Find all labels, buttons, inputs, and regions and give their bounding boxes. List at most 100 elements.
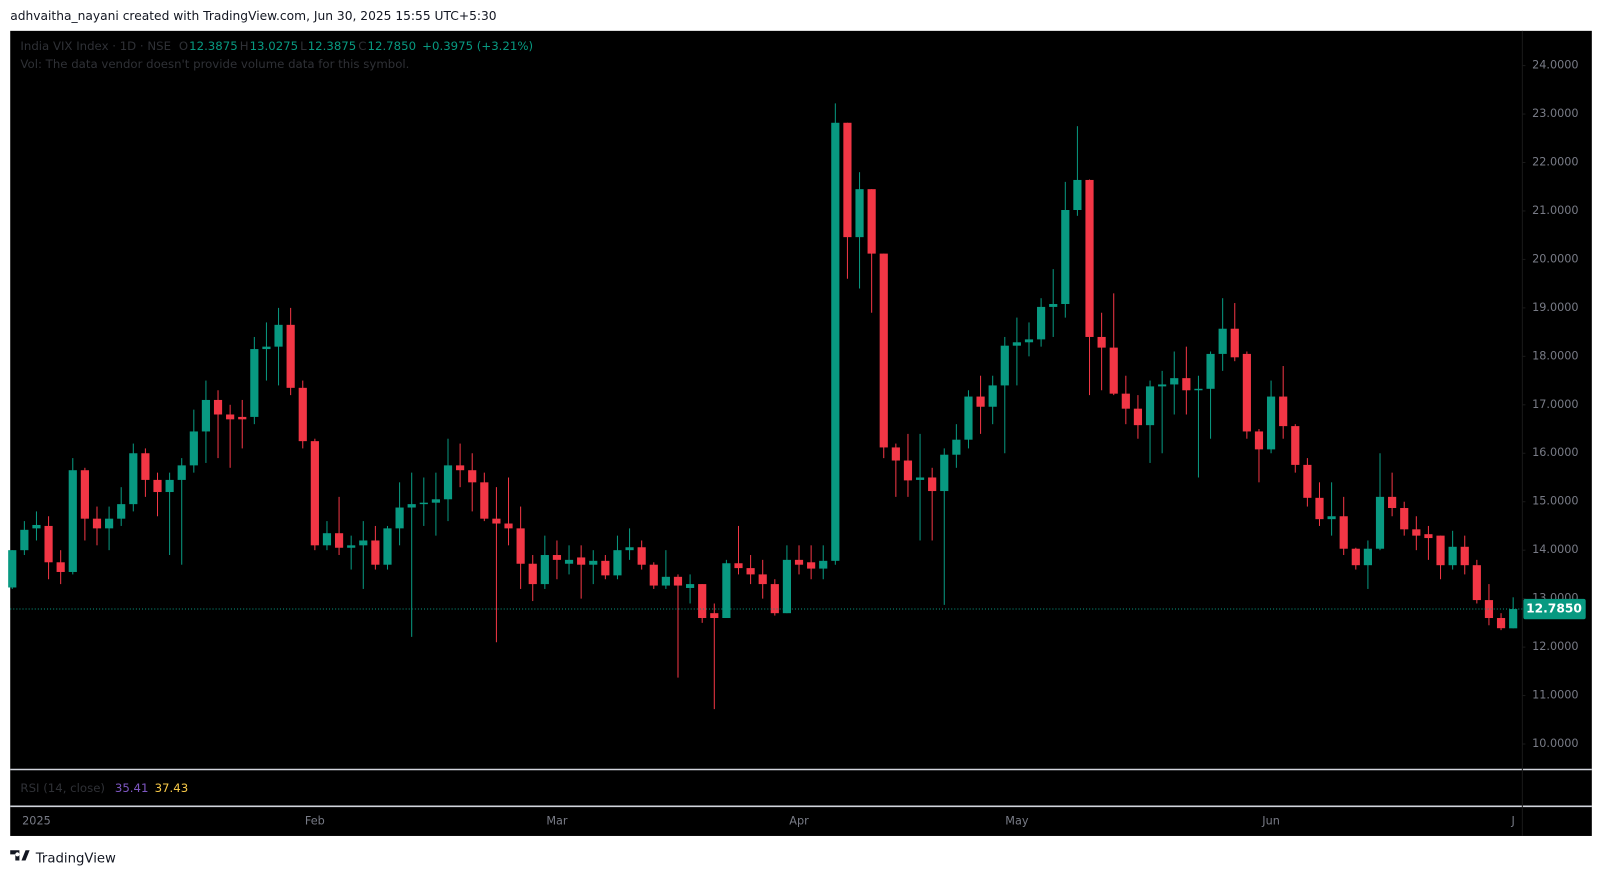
y-tick-label: 17.0000 (1532, 398, 1578, 411)
candle-body (1339, 516, 1348, 549)
candle-body (673, 576, 683, 586)
candle-body (1170, 378, 1179, 385)
candle-body (1412, 529, 1421, 536)
candle-body (456, 465, 465, 471)
candle-body (782, 559, 792, 614)
candle-body (843, 122, 852, 238)
candle-body (68, 470, 77, 572)
candle-body (1315, 497, 1324, 520)
y-tick-label: 12.0000 (1532, 640, 1578, 653)
candle-body (92, 518, 102, 529)
legend-key: H (240, 39, 249, 53)
y-tick-label: 23.0000 (1532, 107, 1578, 120)
legend-change: +0.3975 (+3.21%) (422, 39, 533, 53)
candle-body (1400, 508, 1409, 530)
candle-body (395, 507, 404, 529)
candle-body (1388, 496, 1397, 509)
candle-body (516, 528, 525, 564)
legend-key: O (179, 39, 188, 53)
rsi-label: RSI (14, close) (20, 780, 105, 794)
candle-body (334, 533, 344, 548)
candle-body (44, 525, 53, 563)
candle-body (1363, 548, 1372, 566)
candle-body (1509, 609, 1518, 629)
candle-body (32, 524, 41, 529)
brand: TradingView (35, 851, 116, 866)
candle-body (153, 479, 162, 493)
candle-body (177, 465, 186, 480)
rsi-legend: RSI (14, close) 35.41 37.43 (20, 780, 188, 794)
candle-body (758, 574, 767, 585)
y-tick-label: 22.0000 (1532, 156, 1578, 169)
candle-body (1436, 535, 1445, 566)
y-tick-label: 21.0000 (1532, 204, 1578, 217)
legend-value: 12.7850 (368, 39, 417, 53)
candle-body (625, 547, 634, 551)
x-tick-label: Apr (789, 815, 809, 828)
candle-body (1145, 386, 1155, 426)
y-tick-label: 15.0000 (1532, 495, 1578, 508)
y-tick-label: 20.0000 (1532, 252, 1578, 265)
y-tick-label: 19.0000 (1532, 301, 1578, 314)
candle-body (1037, 306, 1046, 340)
candle-body (831, 122, 840, 561)
candle-body (1182, 378, 1191, 391)
candle-body (552, 555, 562, 560)
chart-panel (10, 30, 1592, 836)
candle-body (564, 559, 574, 564)
x-tick-label: J (1510, 815, 1514, 828)
header-text: adhvaitha_nayani created with TradingVie… (10, 9, 496, 23)
candle-body (1073, 179, 1082, 210)
candle-body (274, 324, 283, 347)
candle-body (298, 387, 307, 442)
x-tick-label: Jun (1261, 815, 1280, 828)
candle-body (964, 396, 973, 440)
candle-body (976, 396, 985, 407)
symbol: India VIX Index · 1D · NSE (20, 39, 171, 53)
candle-body (1291, 426, 1300, 465)
candle-body (1097, 336, 1106, 348)
candle-body (80, 470, 89, 519)
last-price-box (1523, 598, 1586, 620)
candle-body (1303, 464, 1312, 498)
candle-body (940, 454, 949, 492)
y-tick-label: 10.0000 (1532, 737, 1578, 750)
candle-body (1266, 396, 1276, 450)
candle-body (141, 453, 150, 480)
candle-body (1194, 388, 1203, 391)
candle-body (129, 453, 138, 505)
logo-icon (10, 850, 30, 861)
logo (10, 850, 30, 861)
candle-body (1448, 546, 1457, 566)
candle-body (1061, 209, 1070, 305)
x-tick-label: Feb (305, 815, 325, 828)
candle-body (1496, 618, 1506, 629)
candle-body (371, 540, 380, 565)
candle-body (794, 559, 804, 565)
candle-body (238, 416, 247, 420)
rsi-value: 35.41 (115, 780, 149, 794)
candle-body (903, 460, 913, 481)
candle-body (685, 584, 695, 588)
candle-body (20, 529, 29, 551)
candle-body (56, 562, 65, 572)
legend-value: 12.3875 (308, 39, 357, 53)
candle-body (480, 482, 489, 519)
candle-body (1085, 179, 1094, 337)
candle-body (1109, 347, 1118, 394)
candle-body (637, 547, 646, 565)
rsi-value: 37.43 (155, 780, 189, 794)
volume-note: Vol: The data vendor doesn't provide vol… (20, 57, 409, 71)
candle-body (226, 414, 235, 420)
candle-body (710, 613, 719, 619)
candle-body (189, 431, 198, 466)
candle-body (807, 562, 816, 569)
candle-body (407, 504, 416, 508)
candle-body (1254, 431, 1264, 450)
y-tick-label: 16.0000 (1532, 446, 1578, 459)
y-tick-label: 14.0000 (1532, 543, 1578, 556)
candle-body (213, 399, 223, 415)
candle-body (504, 523, 513, 529)
candle-body (915, 477, 925, 480)
